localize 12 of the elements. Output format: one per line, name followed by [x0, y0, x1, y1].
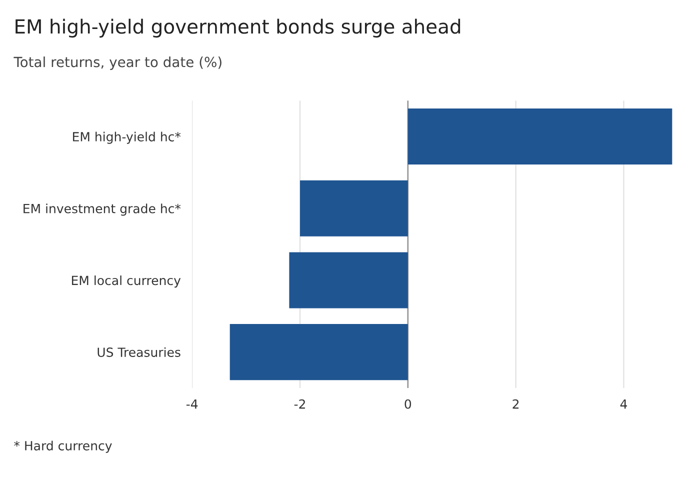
chart-subtitle: Total returns, year to date (%) [14, 56, 222, 70]
text: * Hard currency [14, 440, 112, 453]
y-tick-label: EM high-yield hc* [73, 132, 181, 144]
x-tick-label: -2 [294, 399, 305, 409]
y-tick-label: EM local currency [72, 275, 181, 288]
x-tick-label: -4 [186, 399, 198, 409]
x-tick-label: 0 [404, 399, 412, 409]
chart-title: EM high-yield government bonds surge ahead [16, 18, 460, 38]
y-tick-label: US Treasuries [98, 347, 180, 357]
y-tick-label: EM investment grade hc* [24, 204, 181, 216]
x-tick-label: 4 [620, 399, 627, 409]
x-tick-label: 2 [512, 399, 519, 409]
